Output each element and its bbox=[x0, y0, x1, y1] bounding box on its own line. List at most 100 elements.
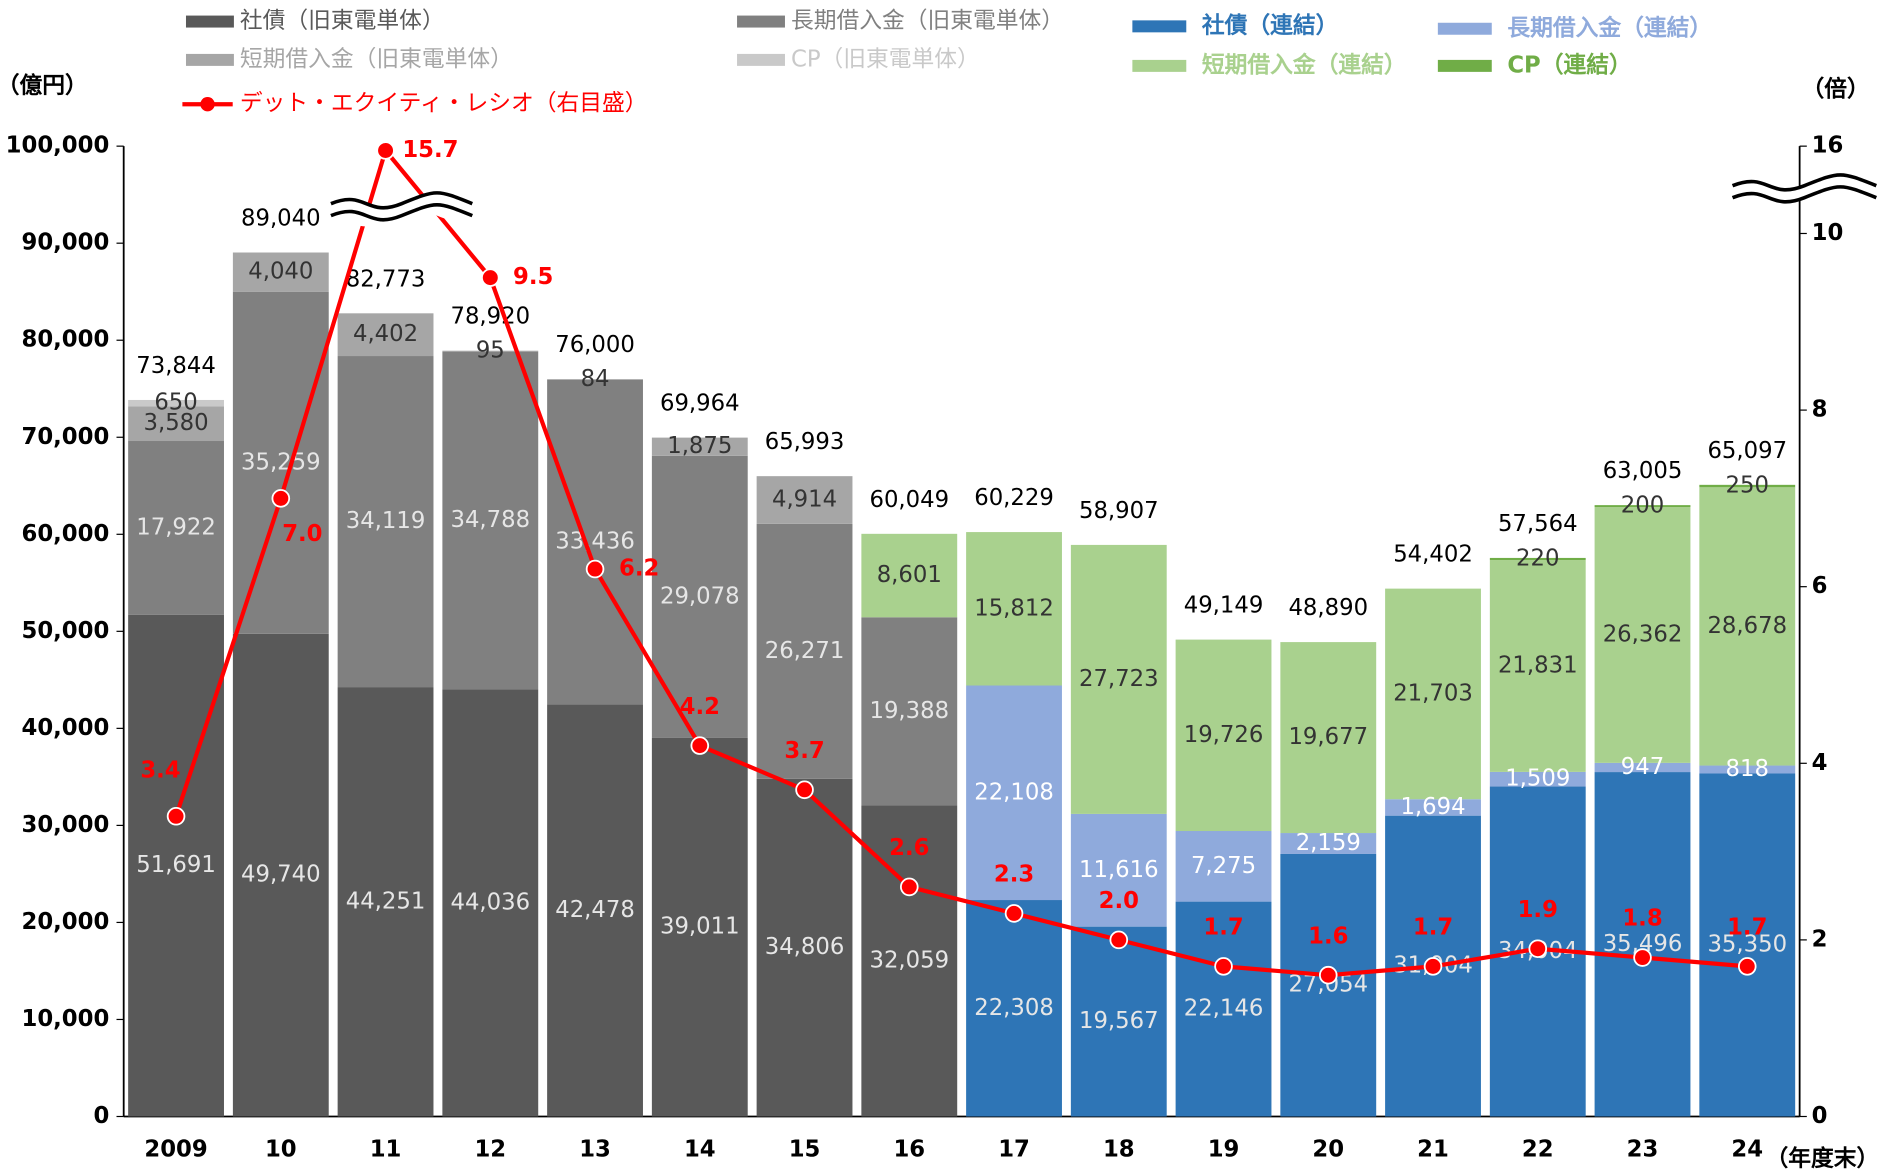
line-marker bbox=[1737, 957, 1757, 976]
legend-label: CP（旧東電単体） bbox=[791, 46, 980, 72]
total-label: 60,049 bbox=[869, 487, 949, 513]
legend-label: デット・エクイティ・レシオ（右目盛） bbox=[240, 91, 648, 117]
bar-segment bbox=[547, 379, 643, 380]
bar-segment bbox=[966, 685, 1062, 901]
bar-segment bbox=[651, 437, 748, 456]
y2-tick-label: 0 bbox=[1812, 1103, 1828, 1129]
bar-segment bbox=[1594, 772, 1691, 1117]
bar-segment bbox=[1385, 588, 1481, 800]
bar-value-label: 19,677 bbox=[1288, 724, 1368, 750]
bar-segment bbox=[232, 633, 329, 1117]
bar-value-label: 32,059 bbox=[869, 947, 949, 973]
bar-segment bbox=[1699, 765, 1796, 774]
line-marker bbox=[1528, 939, 1548, 959]
y2-tick-label: 16 bbox=[1812, 133, 1844, 159]
bar-segment bbox=[547, 704, 643, 1117]
x-tick-label: 12 bbox=[474, 1137, 506, 1163]
x-tick-label: 22 bbox=[1522, 1137, 1554, 1163]
x-tick-label: 17 bbox=[998, 1137, 1030, 1163]
bar-value-label: 39,011 bbox=[660, 914, 740, 940]
bar-value-label: 4,040 bbox=[248, 259, 313, 285]
bar-segment bbox=[1594, 505, 1691, 508]
line-value-label: 1.7 bbox=[1413, 915, 1453, 941]
axis-break bbox=[330, 191, 473, 210]
line-value-label: 15.7 bbox=[402, 137, 458, 163]
y-tick-label: 10,000 bbox=[22, 1006, 110, 1032]
y-tick-label: 0 bbox=[93, 1103, 109, 1129]
bar-value-label: 17,922 bbox=[136, 514, 216, 540]
bar-segment bbox=[651, 737, 748, 1117]
line-value-label: 3.4 bbox=[140, 757, 180, 783]
x-tick-label: 11 bbox=[370, 1137, 402, 1163]
bar-segment bbox=[1489, 557, 1586, 561]
bar-value-label: 4,402 bbox=[353, 321, 418, 347]
line-marker bbox=[376, 141, 395, 160]
bar-value-label: 44,036 bbox=[450, 889, 530, 915]
total-label: 54,402 bbox=[1393, 542, 1473, 568]
bar-segment bbox=[232, 252, 329, 292]
legend-label: 短期借入金（連結） bbox=[1202, 51, 1407, 78]
legend-swatch bbox=[1132, 59, 1187, 72]
x-tick-label: 2009 bbox=[144, 1137, 207, 1163]
bar-value-label: 34,119 bbox=[346, 508, 426, 534]
bar-segment bbox=[861, 617, 958, 806]
bar-value-label: 42,478 bbox=[555, 897, 635, 923]
bar-value-label: 2,159 bbox=[1296, 830, 1361, 856]
bar-value-label: 84 bbox=[581, 366, 610, 392]
line-value-label: 9.5 bbox=[513, 264, 553, 290]
bar-value-label: 818 bbox=[1726, 756, 1769, 782]
bar-segment bbox=[1175, 831, 1272, 902]
y2-tick-label: 8 bbox=[1812, 397, 1828, 423]
bar-value-label: 650 bbox=[154, 390, 197, 416]
x-tick-label: 24 bbox=[1731, 1137, 1763, 1163]
line-value-label: 3.7 bbox=[784, 738, 824, 764]
y-tick-label: 90,000 bbox=[22, 230, 110, 256]
x-tick-label: 23 bbox=[1627, 1137, 1659, 1163]
legend-swatch bbox=[737, 15, 785, 28]
line-value-label: 2.6 bbox=[889, 835, 929, 861]
bar-value-label: 22,108 bbox=[974, 779, 1054, 805]
total-label: 63,005 bbox=[1603, 458, 1683, 484]
axis-break bbox=[330, 203, 473, 222]
bar-segment bbox=[1489, 560, 1586, 772]
legend-label: CP（連結） bbox=[1507, 51, 1631, 78]
total-label: 89,040 bbox=[241, 205, 321, 231]
bar-segment bbox=[128, 614, 224, 1117]
legend-swatch bbox=[1132, 20, 1187, 33]
bar-segment bbox=[1280, 853, 1377, 1117]
x-tick-label: 18 bbox=[1103, 1137, 1135, 1163]
line-marker bbox=[481, 268, 500, 287]
total-label: 65,993 bbox=[765, 429, 845, 455]
total-label: 49,149 bbox=[1184, 593, 1264, 619]
line-marker bbox=[1004, 904, 1024, 923]
line-marker bbox=[1109, 930, 1129, 950]
total-label: 73,844 bbox=[136, 353, 216, 379]
line-value-label: 1.8 bbox=[1622, 906, 1662, 932]
bar-value-label: 11,616 bbox=[1079, 857, 1159, 883]
bar-segment bbox=[128, 399, 224, 407]
axis-break bbox=[1731, 173, 1877, 192]
bar-segment bbox=[547, 379, 643, 705]
legend-label: 短期借入金（旧東電単体） bbox=[240, 46, 513, 72]
bar-segment bbox=[1489, 771, 1586, 787]
bar-segment bbox=[756, 778, 853, 1117]
line-value-label: 1.7 bbox=[1727, 915, 1767, 941]
bar-value-label: 35,259 bbox=[241, 449, 321, 475]
bar-segment bbox=[442, 351, 539, 690]
bar-value-label: 34,788 bbox=[450, 507, 530, 533]
bar-value-label: 19,388 bbox=[869, 698, 949, 724]
total-label: 57,564 bbox=[1498, 511, 1578, 537]
axis-break bbox=[1732, 174, 1877, 209]
line-value-label: 6.2 bbox=[619, 556, 659, 582]
legend-swatch bbox=[737, 53, 785, 66]
bar-segment bbox=[966, 900, 1062, 1117]
legend-label: 長期借入金（連結） bbox=[1507, 14, 1712, 41]
y-tick-label: 50,000 bbox=[22, 618, 110, 644]
bar-value-label: 95 bbox=[476, 338, 505, 364]
bar-value-label: 19,726 bbox=[1184, 722, 1264, 748]
line-value-label: 1.6 bbox=[1308, 923, 1348, 949]
legend-label: 社債（旧東電単体） bbox=[240, 8, 445, 34]
bar-segment bbox=[128, 441, 224, 615]
y2-tick-label: 6 bbox=[1812, 573, 1828, 599]
